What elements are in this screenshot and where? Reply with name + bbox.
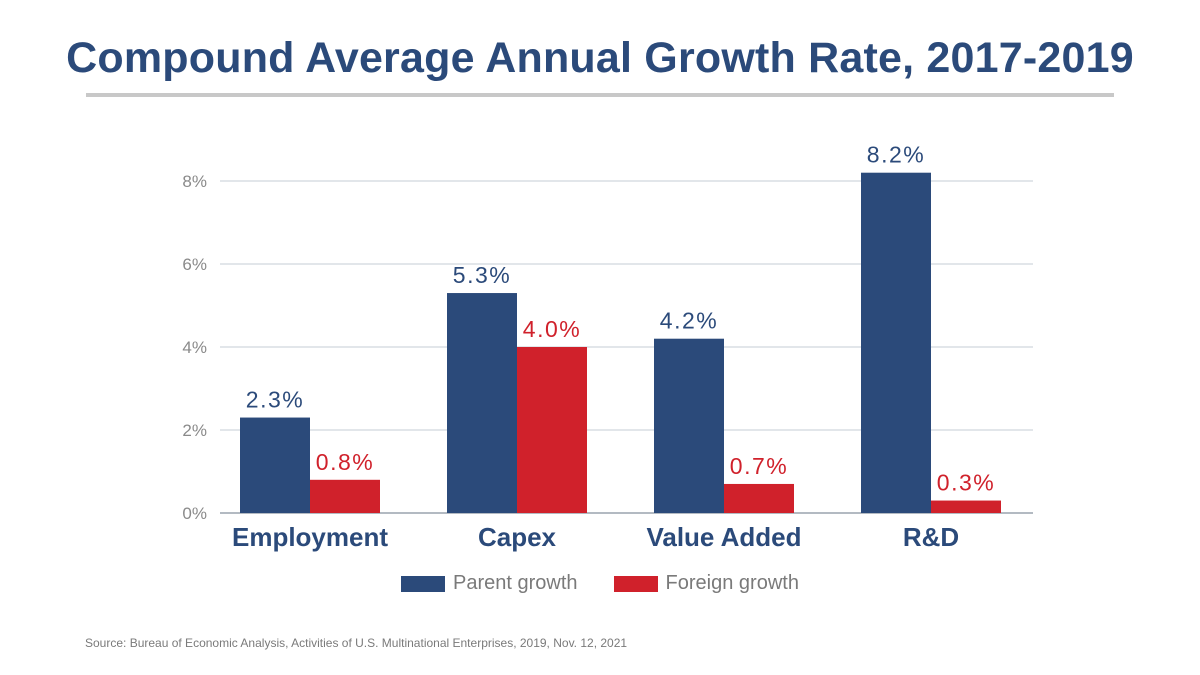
- value-label-foreign: 4.0%: [523, 316, 581, 342]
- y-tick-label: 4%: [182, 338, 207, 357]
- chart-title: Compound Average Annual Growth Rate, 201…: [66, 34, 1134, 82]
- value-label-parent: 5.3%: [453, 262, 511, 288]
- y-tick-label: 8%: [182, 172, 207, 191]
- category-label: Employment: [232, 522, 388, 552]
- y-tick-label: 2%: [182, 421, 207, 440]
- bar-foreign-0: [310, 479, 380, 513]
- bar-chart: 0% 2% 4% 6% 8% 2.3% 0.8% Employment 5.3% 4.0% Cape…: [182, 142, 1033, 552]
- bar-parent-1: [447, 293, 517, 513]
- legend: Parent growth Foreign growth: [0, 572, 1200, 595]
- bar-foreign-1: [517, 347, 587, 513]
- value-label-parent: 4.2%: [660, 308, 718, 334]
- y-tick-label: 0%: [182, 504, 207, 523]
- category-label: R&D: [903, 522, 959, 552]
- legend-label-foreign: Foreign growth: [665, 572, 799, 594]
- title-divider: [86, 93, 1114, 97]
- value-label-parent: 2.3%: [246, 387, 304, 413]
- value-label-foreign: 0.3%: [937, 470, 995, 496]
- bar-foreign-2: [724, 483, 794, 513]
- legend-swatch-parent: [401, 575, 446, 592]
- category-label: Value Added: [646, 522, 801, 552]
- legend-item-foreign: Foreign growth: [613, 572, 799, 595]
- y-tick-label: 6%: [182, 255, 207, 274]
- value-label-foreign: 0.7%: [730, 453, 788, 479]
- category-label: Capex: [478, 522, 557, 552]
- bar-foreign-3: [931, 500, 1001, 513]
- legend-swatch-foreign: [613, 575, 658, 592]
- source-note: Source: Bureau of Economic Analysis, Act…: [85, 636, 628, 650]
- bar-parent-3: [861, 172, 931, 513]
- value-label-foreign: 0.8%: [316, 449, 374, 475]
- legend-label-parent: Parent growth: [453, 572, 578, 594]
- value-label-parent: 8.2%: [867, 142, 925, 168]
- bar-parent-0: [240, 417, 310, 513]
- legend-item-parent: Parent growth: [401, 572, 578, 595]
- bar-parent-2: [654, 338, 724, 513]
